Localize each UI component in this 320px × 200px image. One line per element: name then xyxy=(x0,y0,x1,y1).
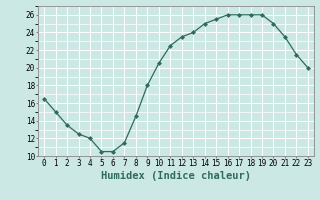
X-axis label: Humidex (Indice chaleur): Humidex (Indice chaleur) xyxy=(101,171,251,181)
